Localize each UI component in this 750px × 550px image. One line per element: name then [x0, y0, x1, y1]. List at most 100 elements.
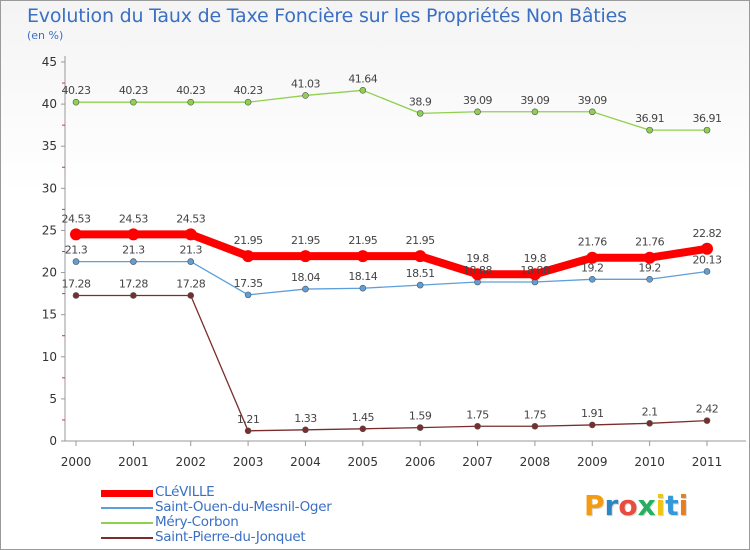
data-point [588, 108, 596, 116]
data-point [646, 126, 653, 134]
data-label: 18.88 [463, 264, 492, 277]
logo-letter: P [584, 489, 605, 522]
data-point [703, 126, 711, 134]
y-tick-label: 20 [42, 266, 57, 280]
data-label: 40.23 [176, 84, 205, 97]
logo-letter: i [678, 489, 689, 522]
data-label: 40.23 [234, 84, 263, 97]
data-point [130, 98, 137, 106]
x-tick-label: 2004 [290, 455, 321, 469]
y-tick-label: 25 [42, 223, 57, 237]
x-tick-label: 2006 [405, 455, 436, 469]
data-point [130, 258, 137, 265]
data-point [359, 284, 367, 292]
data-point [474, 108, 481, 116]
data-label: 17.28 [176, 277, 205, 290]
data-label: 20.13 [693, 253, 722, 266]
data-point [72, 292, 80, 299]
data-label: 36.91 [693, 112, 722, 125]
data-point [701, 242, 713, 255]
logo-letter: o [618, 489, 638, 522]
y-tick-label: 15 [42, 308, 57, 322]
y-tick-label: 0 [49, 434, 57, 448]
data-label: 1.75 [524, 408, 547, 421]
data-point [359, 425, 367, 433]
data-point [187, 258, 195, 265]
data-point [302, 92, 309, 99]
x-tick-label: 2009 [577, 455, 608, 469]
legend-swatch [101, 537, 153, 539]
data-label: 18.04 [291, 271, 320, 284]
data-label: 17.28 [119, 277, 148, 290]
data-point [72, 98, 80, 106]
data-label: 21.95 [291, 234, 320, 247]
data-point [187, 292, 195, 299]
data-label: 41.64 [348, 72, 377, 85]
y-tick-label: 35 [42, 139, 57, 153]
data-point [531, 422, 539, 430]
data-point [242, 250, 255, 263]
data-label: 21.95 [234, 234, 263, 247]
logo-letter: x [637, 489, 656, 522]
logo-letter: i [655, 489, 666, 522]
data-label: 1.75 [466, 408, 489, 421]
data-point [646, 275, 653, 283]
data-point [588, 421, 596, 429]
data-point [72, 258, 80, 265]
data-point [244, 427, 252, 435]
x-tick-label: 2008 [520, 455, 551, 469]
data-point [302, 426, 309, 434]
data-label: 38.9 [409, 95, 432, 108]
legend-label: Saint-Pierre-du-Jonquet [155, 529, 306, 545]
data-label: 24.53 [176, 212, 205, 225]
data-point [474, 422, 481, 430]
data-label: 21.95 [406, 234, 435, 247]
y-tick-label: 45 [42, 55, 57, 69]
data-point [414, 250, 427, 263]
data-point [528, 268, 541, 281]
logo-letter: r [604, 489, 619, 522]
data-point [531, 108, 539, 116]
data-point [244, 98, 252, 106]
data-label: 21.3 [65, 244, 88, 257]
x-tick-label: 2003 [233, 455, 264, 469]
data-label: 19.8 [466, 252, 489, 265]
data-label: 36.91 [635, 112, 664, 125]
data-label: 1.91 [581, 407, 604, 420]
data-label: 21.76 [578, 236, 607, 249]
data-label: 21.95 [348, 234, 377, 247]
data-point [302, 285, 309, 293]
data-label: 1.45 [352, 411, 375, 424]
series-line [75, 294, 708, 432]
y-tick-label: 5 [49, 392, 57, 406]
data-label: 21.3 [179, 244, 202, 257]
data-label: 17.35 [234, 277, 263, 290]
data-label: 24.53 [119, 212, 148, 225]
data-point [299, 250, 312, 263]
data-point [643, 251, 656, 264]
x-tick-label: 2000 [61, 455, 92, 469]
data-point [359, 86, 367, 94]
x-tick-label: 2002 [175, 455, 206, 469]
data-label: 39.09 [578, 94, 607, 107]
data-point [646, 420, 653, 427]
data-point [130, 292, 137, 299]
data-label: 22.82 [693, 227, 722, 240]
x-tick-label: 2005 [348, 455, 379, 469]
data-label: 2.42 [696, 403, 719, 416]
data-label: 41.03 [291, 77, 320, 90]
data-point [187, 98, 195, 106]
data-point [416, 110, 424, 117]
data-point [703, 417, 711, 424]
data-label: 19.2 [638, 261, 661, 274]
series-line [75, 260, 708, 296]
legend-swatch [101, 489, 153, 497]
legend-swatch [101, 522, 153, 524]
data-point [416, 424, 424, 431]
data-label: 18.88 [520, 264, 549, 277]
proxiti-logo: Proxiti [584, 489, 688, 522]
chart-title: Evolution du Taux de Taxe Foncière sur l… [27, 5, 627, 27]
logo-letter: t [665, 489, 679, 522]
data-point [416, 281, 424, 289]
